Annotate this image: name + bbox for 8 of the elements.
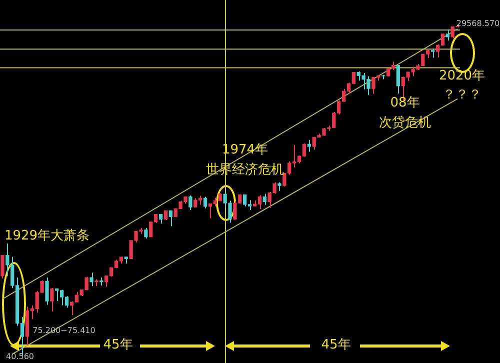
annotation: 1929年大萧条	[4, 228, 90, 244]
annotation: 45年	[321, 337, 351, 352]
candlestick	[278, 182, 282, 192]
annotation: 29568.570	[456, 19, 500, 28]
annotation: ？？？	[442, 87, 482, 102]
annotation: 45年	[103, 337, 133, 352]
annotation: 40.560	[6, 352, 34, 362]
annotation: 08年	[390, 95, 420, 110]
